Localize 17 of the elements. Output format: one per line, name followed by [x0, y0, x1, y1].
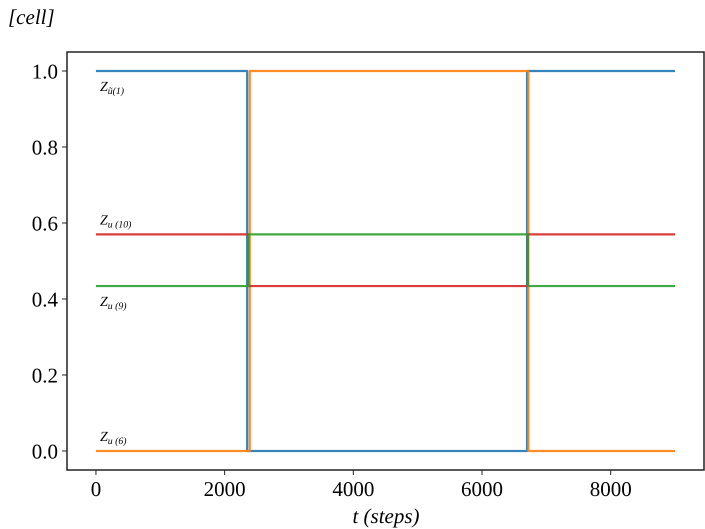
y-tick-label: 1.0 [32, 59, 58, 84]
y-tick-label: 0.6 [32, 211, 58, 236]
x-tick-label: 0 [90, 477, 102, 501]
x-tick-label: 4000 [332, 477, 374, 501]
x-axis-title: t (steps) [352, 504, 420, 528]
x-tick-label: 6000 [461, 477, 504, 501]
y-axis-title: [cell] [8, 5, 55, 29]
y-tick-label: 0.0 [32, 439, 58, 464]
series-label: Z$_{ũ(1)}$ [100, 80, 124, 97]
x-tick-label: 8000 [590, 477, 632, 501]
y-tick-label: 0.2 [32, 363, 58, 388]
y-tick-label: 0.8 [32, 135, 58, 160]
y-tick-label: 0.4 [32, 287, 58, 312]
series-label: Z$_{u (9)}$ [100, 295, 127, 312]
series-label: Z$_{u (10)}$ [100, 213, 132, 230]
x-tick-label: 2000 [204, 477, 246, 501]
series-label: Z$_{u (6)}$ [100, 430, 127, 447]
